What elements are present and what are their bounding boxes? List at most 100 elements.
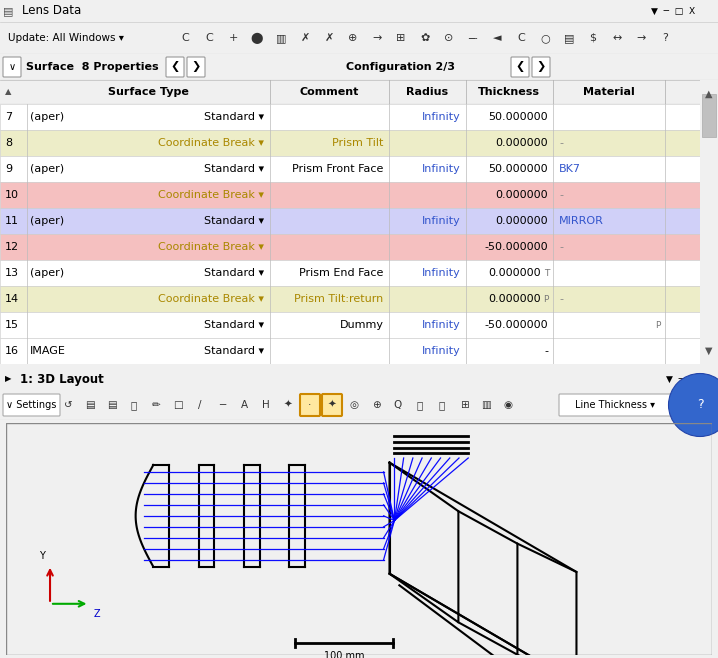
Bar: [0, 312, 700, 338]
Text: (aper): (aper): [29, 112, 64, 122]
Text: ◎: ◎: [350, 400, 358, 410]
Bar: [0, 208, 700, 234]
Text: ▥: ▥: [481, 400, 491, 410]
Text: 🔒: 🔒: [439, 400, 445, 410]
Text: ○: ○: [540, 33, 550, 43]
Text: □: □: [173, 400, 183, 410]
Text: ?: ?: [696, 399, 704, 411]
Text: ❯: ❯: [536, 61, 546, 72]
Text: ❮: ❮: [516, 61, 525, 72]
Text: Infinity: Infinity: [421, 346, 460, 356]
Text: ·: ·: [308, 400, 312, 410]
Text: A: A: [241, 400, 248, 410]
Text: 12: 12: [5, 242, 19, 252]
Text: ─·: ─·: [468, 33, 478, 43]
Text: MIRROR: MIRROR: [559, 216, 604, 226]
Text: 0.000000: 0.000000: [495, 190, 548, 200]
Text: ✗: ✗: [300, 33, 309, 43]
FancyBboxPatch shape: [3, 394, 60, 416]
Text: Standard ▾: Standard ▾: [205, 320, 264, 330]
Bar: [0, 260, 700, 286]
Text: Infinity: Infinity: [421, 112, 460, 122]
Text: ↺: ↺: [64, 400, 73, 410]
Text: ▤: ▤: [85, 400, 95, 410]
Text: Material: Material: [583, 87, 635, 97]
Text: T: T: [544, 268, 549, 278]
Bar: [0, 286, 700, 312]
Text: 🖨: 🖨: [131, 400, 137, 410]
Text: Standard ▾: Standard ▾: [205, 346, 264, 356]
Text: +: +: [228, 33, 238, 43]
Text: Dummy: Dummy: [340, 320, 383, 330]
Text: ▤: ▤: [107, 400, 117, 410]
Text: -50.000000: -50.000000: [485, 242, 548, 252]
Text: ─: ─: [219, 400, 225, 410]
Text: ✿: ✿: [420, 33, 429, 43]
Text: -: -: [559, 242, 563, 252]
Text: Update: All Windows ▾: Update: All Windows ▾: [8, 33, 124, 43]
Text: ▼  ─  □  X: ▼ ─ □ X: [651, 7, 695, 16]
Text: ▤: ▤: [3, 6, 13, 16]
Bar: [0, 156, 700, 182]
Text: Radius: Radius: [406, 87, 448, 97]
Text: ⊙: ⊙: [444, 33, 454, 43]
Text: ✗: ✗: [325, 33, 334, 43]
Text: 100 mm: 100 mm: [324, 651, 365, 658]
Text: -: -: [544, 346, 548, 356]
Text: Coordinate Break ▾: Coordinate Break ▾: [159, 138, 264, 148]
Text: Coordinate Break ▾: Coordinate Break ▾: [159, 294, 264, 304]
Text: Prism End Face: Prism End Face: [299, 268, 383, 278]
Text: -: -: [559, 190, 563, 200]
Text: ▤: ▤: [564, 33, 574, 43]
Text: →: →: [636, 33, 645, 43]
Text: Lens Data: Lens Data: [22, 5, 81, 18]
Text: 0.000000: 0.000000: [495, 138, 548, 148]
Text: ❮: ❮: [170, 61, 180, 72]
FancyBboxPatch shape: [300, 394, 320, 416]
Text: Coordinate Break ▾: Coordinate Break ▾: [159, 190, 264, 200]
Text: Surface  8 Properties: Surface 8 Properties: [26, 62, 159, 72]
Text: C: C: [205, 33, 213, 43]
Text: 0.000000: 0.000000: [488, 294, 541, 304]
Text: (aper): (aper): [29, 164, 64, 174]
Text: ▲: ▲: [5, 88, 11, 97]
Bar: [0, 182, 700, 208]
Text: $: $: [589, 33, 597, 43]
Text: IMAGE: IMAGE: [29, 346, 65, 356]
Text: ⊕: ⊕: [372, 400, 381, 410]
Text: P: P: [544, 295, 549, 303]
Text: 11: 11: [5, 216, 19, 226]
Text: ∨ Settings: ∨ Settings: [6, 400, 56, 410]
Text: -: -: [559, 294, 563, 304]
Text: →: →: [373, 33, 382, 43]
FancyBboxPatch shape: [559, 394, 671, 416]
Text: H: H: [262, 400, 270, 410]
Text: 🔍: 🔍: [417, 400, 423, 410]
Text: ▼  ─  □  X: ▼ ─ □ X: [666, 374, 710, 384]
Text: 50.000000: 50.000000: [488, 112, 548, 122]
Text: ⬤: ⬤: [251, 32, 264, 43]
Text: ✦: ✦: [327, 400, 336, 410]
Text: -: -: [559, 138, 563, 148]
FancyBboxPatch shape: [511, 57, 529, 77]
Text: ◄: ◄: [493, 33, 501, 43]
Text: ⊞: ⊞: [396, 33, 406, 43]
Text: ▼: ▼: [705, 345, 713, 355]
Text: ✏: ✏: [151, 400, 160, 410]
Text: 0.000000: 0.000000: [488, 268, 541, 278]
Text: Prism Tilt:return: Prism Tilt:return: [294, 294, 383, 304]
Text: 7: 7: [5, 112, 12, 122]
Text: Prism Front Face: Prism Front Face: [292, 164, 383, 174]
Text: Surface Type: Surface Type: [108, 87, 189, 97]
Text: Z: Z: [93, 609, 100, 619]
Text: Y: Y: [39, 551, 45, 561]
Bar: [0, 338, 700, 364]
Text: Q: Q: [394, 400, 402, 410]
Text: Line Thickness ▾: Line Thickness ▾: [575, 400, 655, 410]
Text: (aper): (aper): [29, 216, 64, 226]
Text: ❯: ❯: [191, 61, 201, 72]
Text: C: C: [517, 33, 525, 43]
FancyBboxPatch shape: [322, 394, 342, 416]
Text: ⊕: ⊕: [348, 33, 358, 43]
Text: C: C: [181, 33, 189, 43]
